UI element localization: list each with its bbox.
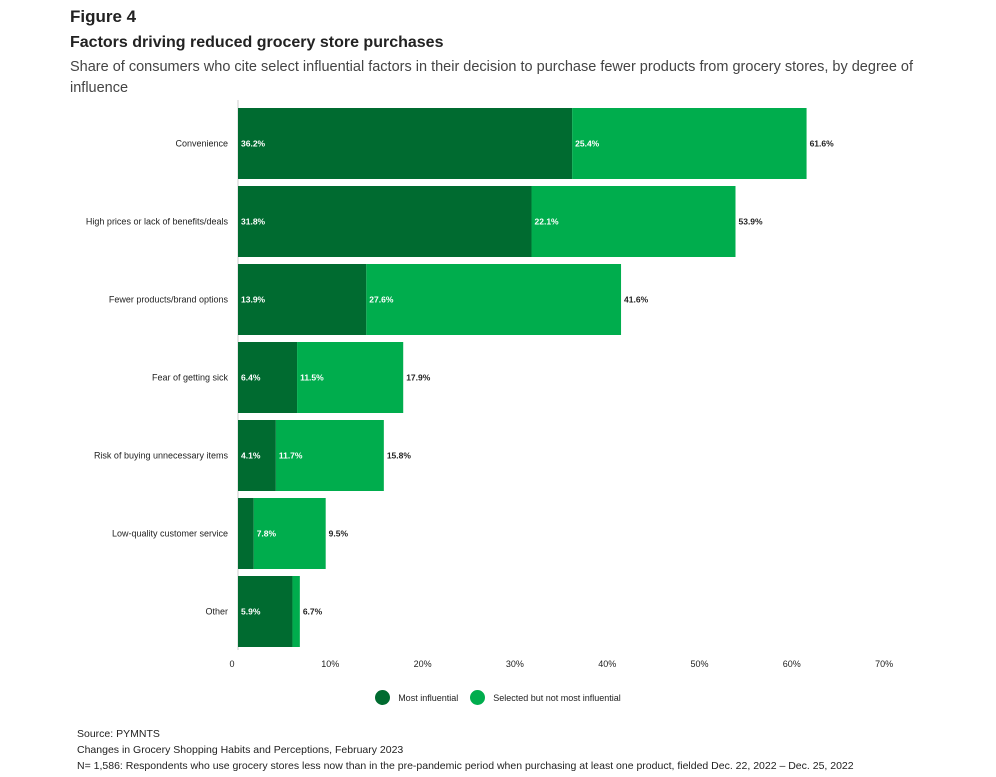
bar-selected-risk-of-buying-unnecessary-items xyxy=(275,420,384,491)
bar-selected-convenience xyxy=(572,108,807,179)
x-tick-label-70: 70% xyxy=(875,659,893,669)
data-label-selected-risk-of-buying-unnecessary-items: 11.7% xyxy=(279,451,303,461)
category-label-convenience: Convenience xyxy=(175,139,228,149)
category-label-high-prices-or-lack-of-benefits-deals: High prices or lack of benefits/deals xyxy=(86,217,229,227)
data-label-most-high-prices-or-lack-of-benefits-deals: 31.8% xyxy=(241,217,266,227)
figure-label: Figure 4 xyxy=(70,7,137,26)
bar-most-low-quality-customer-service xyxy=(238,498,254,569)
total-label-high-prices-or-lack-of-benefits-deals: 53.9% xyxy=(738,217,763,227)
legend-label-selected: Selected but not most influential xyxy=(493,692,621,703)
chart-subtitle: Share of consumers who cite select influ… xyxy=(70,59,914,96)
legend-swatch-selected xyxy=(470,690,486,705)
total-label-convenience: 61.6% xyxy=(810,139,835,149)
bar-chart: Convenience 36.2% 25.4% 61.6% High prices or… xyxy=(86,100,893,669)
category-label-low-quality-customer-service: Low-quality customer service xyxy=(112,529,228,539)
bar-selected-fear-of-getting-sick xyxy=(297,342,404,413)
footer-report: Changes in Grocery Shopping Habits and P… xyxy=(77,744,404,756)
bar-selected-fewer-products-brand-options xyxy=(366,264,622,335)
x-tick-label-0: 0 xyxy=(229,659,234,669)
legend-item-selected: Selected but not most influential xyxy=(470,690,621,705)
data-label-selected-low-quality-customer-service: 7.8% xyxy=(257,529,277,539)
x-tick-label-10: 10% xyxy=(321,659,339,669)
bar-most-fewer-products-brand-options xyxy=(238,264,367,335)
chart-footer: Source: PYMNTS Changes in Grocery Shoppi… xyxy=(77,726,854,774)
chart-legend: Most influential Selected but not most i… xyxy=(0,690,996,705)
data-label-selected-fear-of-getting-sick: 11.5% xyxy=(300,373,324,383)
data-label-most-risk-of-buying-unnecessary-items: 4.1% xyxy=(241,451,261,461)
legend-swatch-most-influential xyxy=(375,690,391,705)
x-tick-label-30: 30% xyxy=(506,659,524,669)
x-tick-label-20: 20% xyxy=(414,659,432,669)
bar-most-risk-of-buying-unnecessary-items xyxy=(238,420,276,491)
total-label-risk-of-buying-unnecessary-items: 15.8% xyxy=(387,451,412,461)
data-label-most-convenience: 36.2% xyxy=(241,139,266,149)
footer-source: Source: PYMNTS xyxy=(77,728,160,740)
footer-note: N= 1,586: Respondents who use grocery st… xyxy=(77,760,854,772)
x-tick-label-40: 40% xyxy=(598,659,616,669)
category-label-risk-of-buying-unnecessary-items: Risk of buying unnecessary items xyxy=(94,451,229,461)
data-label-most-other: 5.9% xyxy=(241,607,261,617)
chart-title: Factors driving reduced grocery store pu… xyxy=(70,34,444,51)
bar-most-convenience xyxy=(238,108,573,179)
bar-selected-low-quality-customer-service xyxy=(253,498,326,569)
data-label-selected-high-prices-or-lack-of-benefits-deals: 22.1% xyxy=(535,217,560,227)
total-label-other: 6.7% xyxy=(303,607,323,617)
data-label-most-fewer-products-brand-options: 13.9% xyxy=(241,295,266,305)
bar-most-other xyxy=(238,576,293,647)
x-tick-label-60: 60% xyxy=(783,659,801,669)
total-label-fear-of-getting-sick: 17.9% xyxy=(406,373,431,383)
bar-selected-high-prices-or-lack-of-benefits-deals xyxy=(531,186,736,257)
bar-most-high-prices-or-lack-of-benefits-deals xyxy=(238,186,532,257)
data-label-most-fear-of-getting-sick: 6.4% xyxy=(241,373,261,383)
x-tick-label-50: 50% xyxy=(690,659,708,669)
bar-selected-other xyxy=(292,576,300,647)
total-label-fewer-products-brand-options: 41.6% xyxy=(624,295,649,305)
category-label-fewer-products-brand-options: Fewer products/brand options xyxy=(109,295,229,305)
data-label-selected-fewer-products-brand-options: 27.6% xyxy=(369,295,394,305)
category-label-fear-of-getting-sick: Fear of getting sick xyxy=(152,373,229,383)
legend-label-most-influential: Most influential xyxy=(398,692,459,703)
category-label-other: Other xyxy=(205,607,228,617)
total-label-low-quality-customer-service: 9.5% xyxy=(329,529,349,539)
data-label-selected-convenience: 25.4% xyxy=(575,139,600,149)
bar-most-fear-of-getting-sick xyxy=(238,342,298,413)
legend-item-most-influential: Most influential xyxy=(375,690,458,705)
